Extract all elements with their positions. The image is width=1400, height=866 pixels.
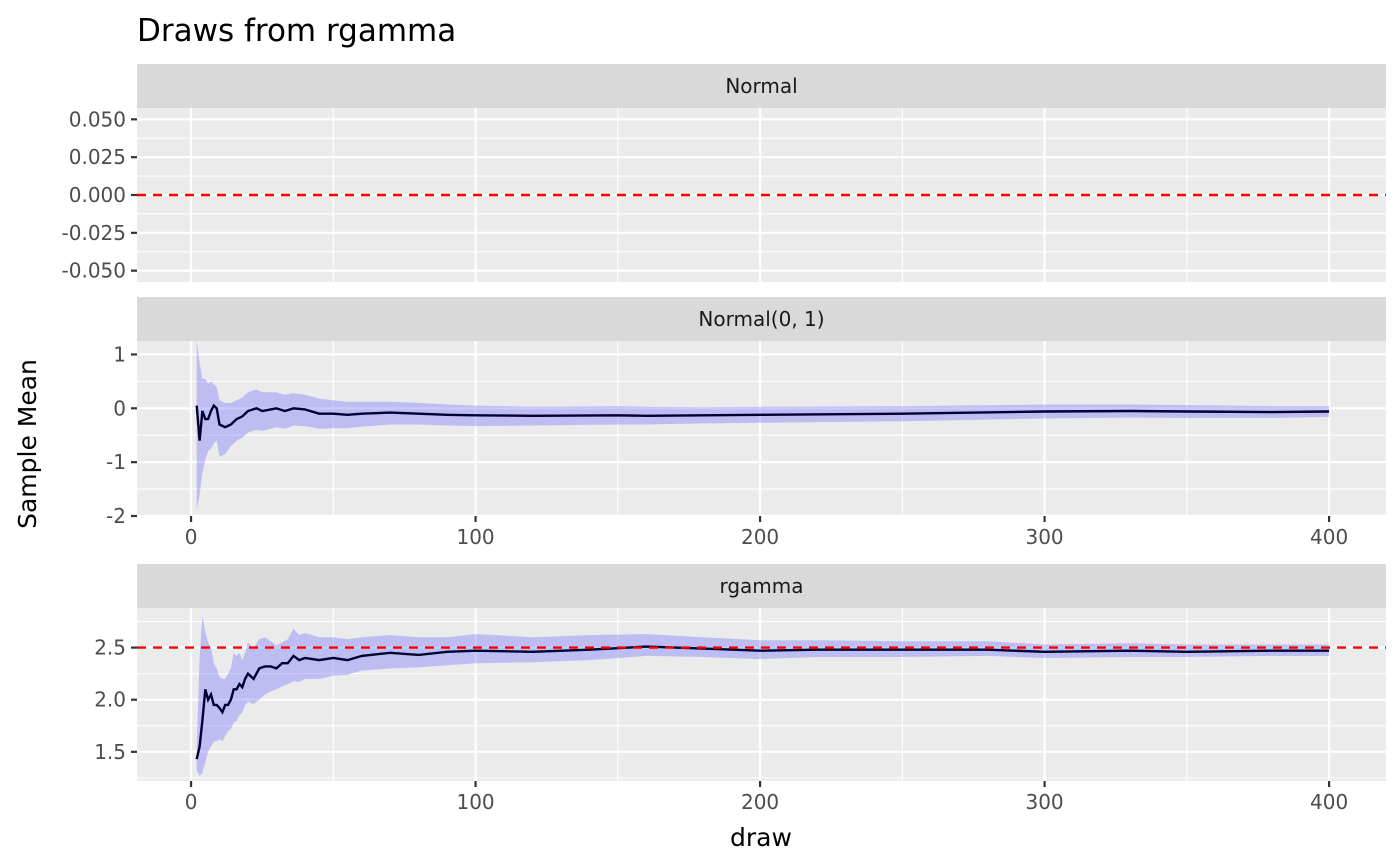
- x-tick-label: 0: [185, 525, 198, 549]
- x-tick-label: 100: [456, 790, 494, 814]
- facet-strip: [137, 64, 1386, 108]
- facet-panels: Normal 0.050 0.025 0.000 -0.025 -0.050 Normal(…: [62, 64, 1386, 814]
- y-tick-label: 1: [113, 342, 126, 366]
- panel-background: [137, 608, 1386, 781]
- y-tick-label: -2: [106, 504, 126, 528]
- x-tick-label: 300: [1025, 790, 1063, 814]
- y-tick-label: 2.5: [94, 636, 126, 660]
- panel-background: [137, 341, 1386, 516]
- facet-strip-label: Normal: [725, 74, 797, 98]
- y-tick-label: 0.025: [69, 145, 126, 169]
- y-tick-label: -0.025: [62, 221, 126, 245]
- y-tick-label: 2.0: [94, 688, 126, 712]
- y-tick-label: 1.5: [94, 740, 126, 764]
- chart-title: Draws from rgamma: [137, 13, 456, 49]
- facet-strip-label: rgamma: [719, 574, 803, 598]
- facet-panel-0: Normal 0.050 0.025 0.000 -0.025 -0.050: [62, 64, 1386, 283]
- facet-strip: [137, 297, 1386, 341]
- confidence-ribbon: [196, 616, 1330, 776]
- y-tick-label: 0: [113, 396, 126, 420]
- facet-panel-1: Normal(0, 1) 1 0 -1 -2 0 100 200 300 400: [106, 297, 1386, 549]
- y-tick-label: -0.050: [62, 259, 126, 283]
- x-tick-label: 300: [1025, 525, 1063, 549]
- y-tick-label: 0.000: [69, 183, 126, 207]
- y-axis-title: Sample Mean: [13, 359, 42, 529]
- x-tick-label: 0: [185, 790, 198, 814]
- facet-strip-label: Normal(0, 1): [698, 307, 824, 331]
- x-tick-label: 100: [456, 525, 494, 549]
- facet-strip: [137, 564, 1386, 608]
- y-tick-label: -1: [106, 450, 126, 474]
- sample-mean-line: [195, 645, 1330, 760]
- x-tick-label: 400: [1310, 525, 1348, 549]
- x-tick-label: 200: [741, 790, 779, 814]
- facet-panel-2: rgamma 2.5 2.0 1.5 0 100 200 300 400: [94, 564, 1386, 814]
- sample-mean-line: [195, 403, 1330, 441]
- x-tick-label: 400: [1310, 790, 1348, 814]
- y-tick-label: 0.050: [69, 107, 126, 131]
- x-tick-label: 200: [741, 525, 779, 549]
- x-axis-title: draw: [730, 823, 792, 852]
